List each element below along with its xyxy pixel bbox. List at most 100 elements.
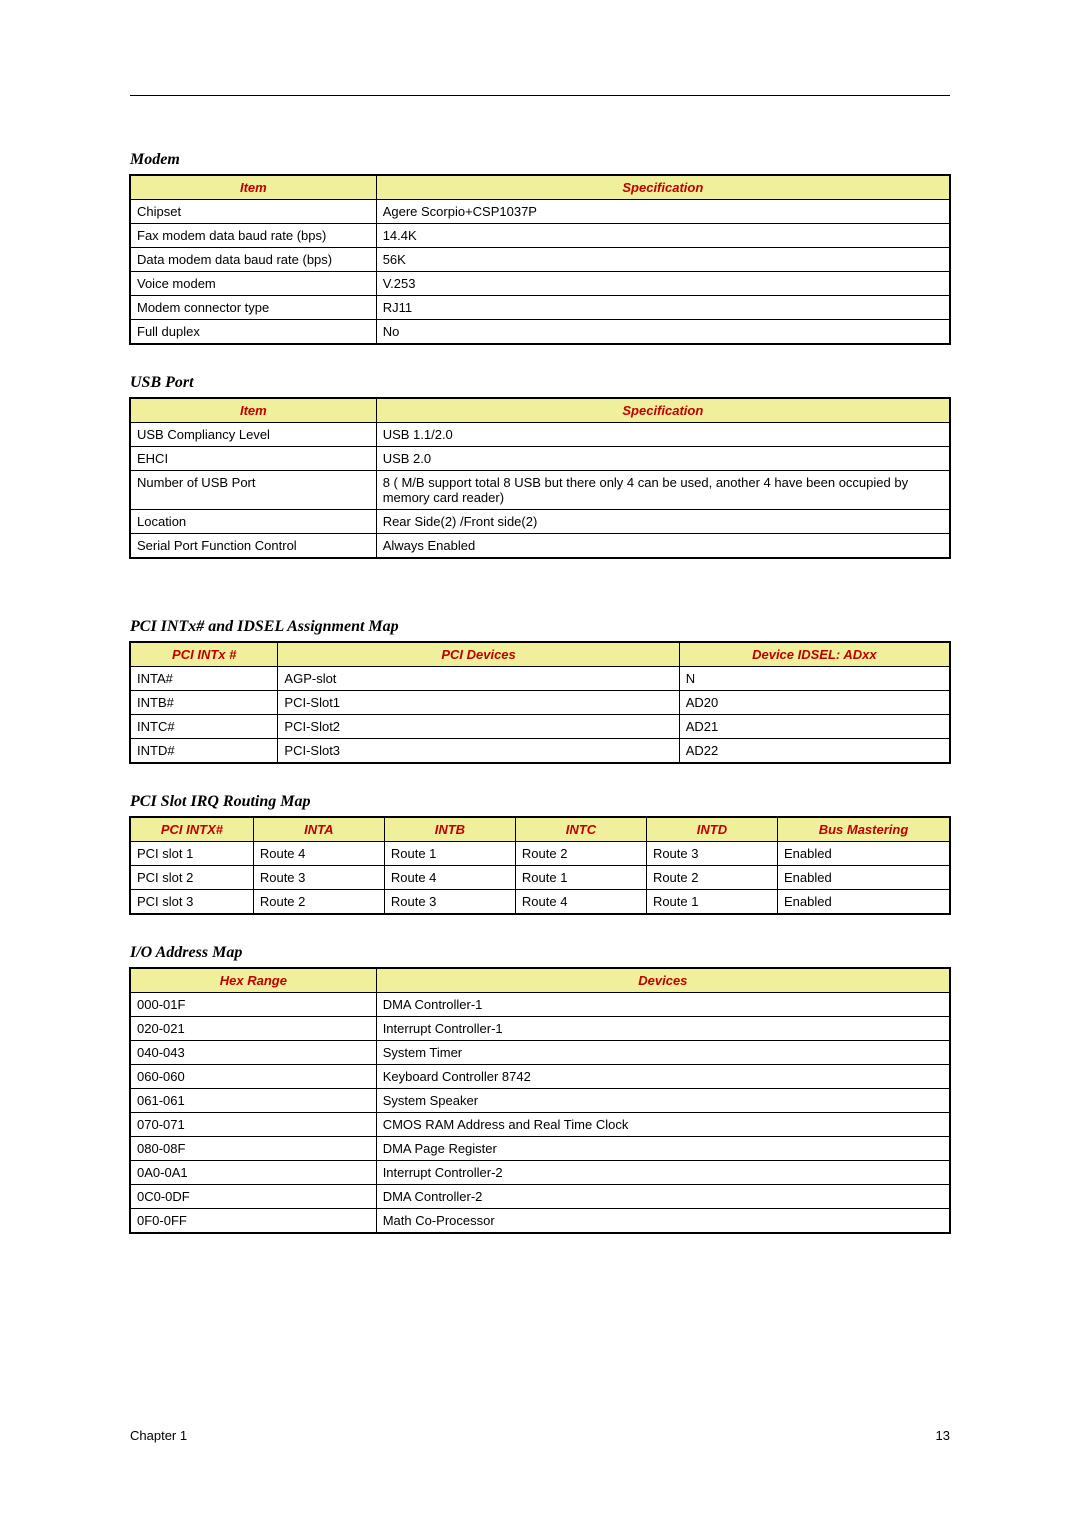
table-cell: 040-043: [131, 1041, 377, 1065]
table-cell: USB 1.1/2.0: [376, 423, 949, 447]
table-cell: Route 3: [384, 890, 515, 914]
table-row: Serial Port Function ControlAlways Enabl…: [131, 534, 950, 558]
section-usb: USB Port Item Specification USB Complian…: [130, 374, 950, 558]
table-cell: INTA#: [131, 667, 278, 691]
table-cell: CMOS RAM Address and Real Time Clock: [376, 1113, 949, 1137]
table-cell: Fax modem data baud rate (bps): [131, 224, 377, 248]
table-cell: Rear Side(2) /Front side(2): [376, 510, 949, 534]
table-row: Number of USB Port8 ( M/B support total …: [131, 471, 950, 510]
table-cell: Route 1: [646, 890, 777, 914]
table-row: INTA#AGP-slotN: [131, 667, 950, 691]
table-cell: Voice modem: [131, 272, 377, 296]
table-cell: Route 1: [384, 842, 515, 866]
table-cell: Data modem data baud rate (bps): [131, 248, 377, 272]
table-cell: 061-061: [131, 1089, 377, 1113]
table-cell: Enabled: [777, 866, 949, 890]
table-row: USB Compliancy LevelUSB 1.1/2.0: [131, 423, 950, 447]
table-cell: 080-08F: [131, 1137, 377, 1161]
table-row: PCI slot 3Route 2Route 3Route 4Route 1En…: [131, 890, 950, 914]
table-cell: V.253: [376, 272, 949, 296]
table-cell: N: [679, 667, 949, 691]
table-row: 070-071CMOS RAM Address and Real Time Cl…: [131, 1113, 950, 1137]
table-cell: 56K: [376, 248, 949, 272]
table-cell: 070-071: [131, 1113, 377, 1137]
col-header: Devices: [376, 969, 949, 993]
table-cell: PCI slot 1: [131, 842, 254, 866]
table-row: 061-061System Speaker: [131, 1089, 950, 1113]
col-header: Item: [131, 176, 377, 200]
table-cell: 0C0-0DF: [131, 1185, 377, 1209]
table-cell: RJ11: [376, 296, 949, 320]
table-cell: Route 2: [646, 866, 777, 890]
table-cell: USB Compliancy Level: [131, 423, 377, 447]
table-row: 060-060Keyboard Controller 8742: [131, 1065, 950, 1089]
section-pci-irq: PCI Slot IRQ Routing Map PCI INTX# INTA …: [130, 793, 950, 914]
table-row: LocationRear Side(2) /Front side(2): [131, 510, 950, 534]
table-cell: DMA Page Register: [376, 1137, 949, 1161]
table-cell: Route 4: [515, 890, 646, 914]
table-usb: Item Specification USB Compliancy LevelU…: [130, 398, 950, 558]
table-row: Fax modem data baud rate (bps)14.4K: [131, 224, 950, 248]
table-cell: DMA Controller-1: [376, 993, 949, 1017]
table-cell: AD20: [679, 691, 949, 715]
table-row: PCI slot 2Route 3Route 4Route 1Route 2En…: [131, 866, 950, 890]
table-cell: AD22: [679, 739, 949, 763]
table-row: 020-021Interrupt Controller-1: [131, 1017, 950, 1041]
table-cell: AGP-slot: [278, 667, 679, 691]
table-cell: Route 4: [384, 866, 515, 890]
table-row: 040-043System Timer: [131, 1041, 950, 1065]
table-row: Full duplexNo: [131, 320, 950, 344]
table-cell: Interrupt Controller-2: [376, 1161, 949, 1185]
table-cell: No: [376, 320, 949, 344]
table-cell: PCI-Slot1: [278, 691, 679, 715]
table-cell: 060-060: [131, 1065, 377, 1089]
spacer: [130, 588, 950, 618]
heading-pci-irq: PCI Slot IRQ Routing Map: [130, 793, 950, 811]
table-modem: Item Specification ChipsetAgere Scorpio+…: [130, 175, 950, 344]
table-cell: 020-021: [131, 1017, 377, 1041]
table-cell: 0A0-0A1: [131, 1161, 377, 1185]
table-cell: 0F0-0FF: [131, 1209, 377, 1233]
heading-modem: Modem: [130, 151, 950, 169]
table-cell: Agere Scorpio+CSP1037P: [376, 200, 949, 224]
table-cell: EHCI: [131, 447, 377, 471]
top-divider: [130, 95, 950, 96]
col-header: PCI Devices: [278, 643, 679, 667]
col-header: INTA: [253, 818, 384, 842]
table-cell: Math Co-Processor: [376, 1209, 949, 1233]
table-cell: INTB#: [131, 691, 278, 715]
table-row: Modem connector typeRJ11: [131, 296, 950, 320]
table-cell: PCI slot 3: [131, 890, 254, 914]
table-cell: 14.4K: [376, 224, 949, 248]
table-cell: Route 3: [646, 842, 777, 866]
table-row: 080-08FDMA Page Register: [131, 1137, 950, 1161]
heading-io-map: I/O Address Map: [130, 944, 950, 962]
col-header: Item: [131, 399, 377, 423]
col-header: Bus Mastering: [777, 818, 949, 842]
col-header: Specification: [376, 176, 949, 200]
table-pci-intx: PCI INTx # PCI Devices Device IDSEL: ADx…: [130, 642, 950, 763]
table-cell: System Speaker: [376, 1089, 949, 1113]
table-cell: Enabled: [777, 842, 949, 866]
table-cell: AD21: [679, 715, 949, 739]
table-cell: Chipset: [131, 200, 377, 224]
table-pci-irq: PCI INTX# INTA INTB INTC INTD Bus Master…: [130, 817, 950, 914]
table-cell: INTC#: [131, 715, 278, 739]
table-cell: Keyboard Controller 8742: [376, 1065, 949, 1089]
table-cell: Location: [131, 510, 377, 534]
col-header: PCI INTX#: [131, 818, 254, 842]
table-row: 0F0-0FFMath Co-Processor: [131, 1209, 950, 1233]
table-row: 000-01FDMA Controller-1: [131, 993, 950, 1017]
section-modem: Modem Item Specification ChipsetAgere Sc…: [130, 151, 950, 344]
table-row: 0A0-0A1Interrupt Controller-2: [131, 1161, 950, 1185]
table-row: PCI slot 1Route 4Route 1Route 2Route 3En…: [131, 842, 950, 866]
table-row: EHCIUSB 2.0: [131, 447, 950, 471]
table-row: INTC#PCI-Slot2AD21: [131, 715, 950, 739]
col-header: INTD: [646, 818, 777, 842]
table-row: INTB#PCI-Slot1AD20: [131, 691, 950, 715]
col-header: INTC: [515, 818, 646, 842]
table-cell: Always Enabled: [376, 534, 949, 558]
table-cell: PCI-Slot2: [278, 715, 679, 739]
heading-pci-intx: PCI INTx# and IDSEL Assignment Map: [130, 618, 950, 636]
table-cell: Modem connector type: [131, 296, 377, 320]
